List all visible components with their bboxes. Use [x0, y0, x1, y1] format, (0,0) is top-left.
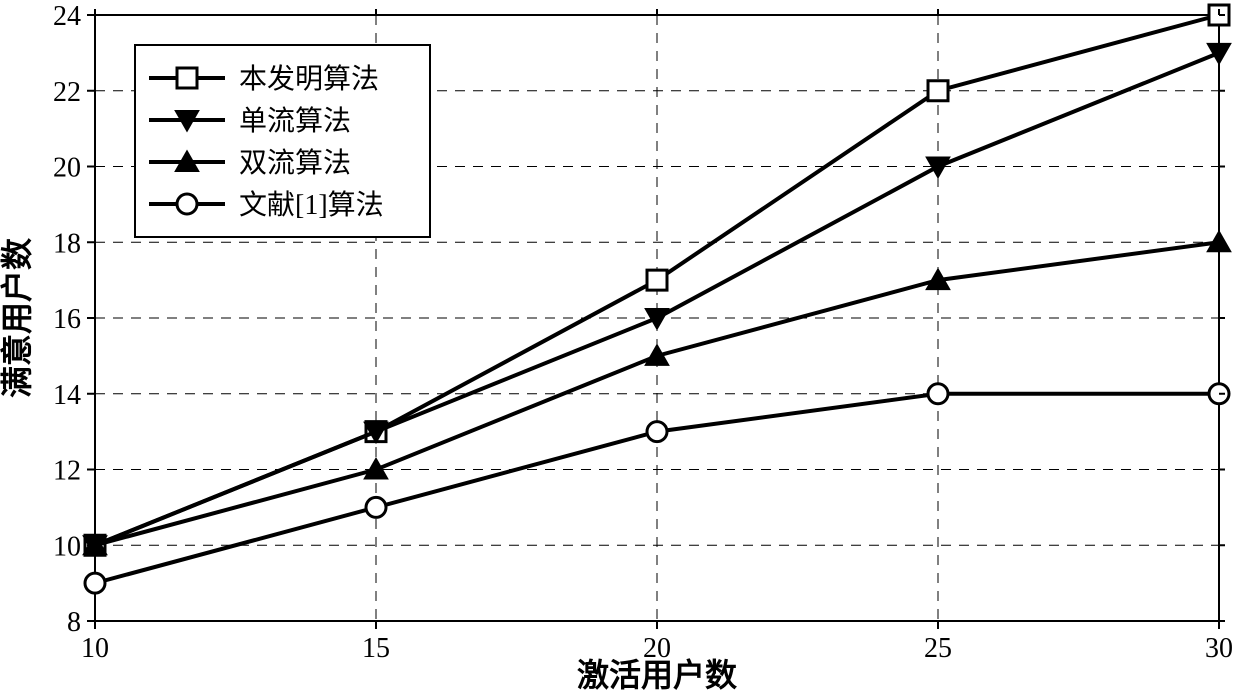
- x-tick-label: 25: [924, 633, 952, 664]
- y-tick-label: 10: [53, 531, 81, 562]
- y-tick-label: 22: [53, 77, 81, 108]
- y-tick-label: 16: [53, 304, 81, 335]
- x-axis-label: 激活用户数: [577, 657, 738, 693]
- legend-item-label: 双流算法: [239, 147, 351, 179]
- legend-item-label: 本发明算法: [239, 63, 379, 95]
- x-tick-label: 15: [362, 633, 390, 664]
- y-tick-label: 18: [53, 228, 81, 259]
- legend-item-label: 单流算法: [239, 105, 351, 137]
- x-tick-label: 10: [81, 633, 109, 664]
- y-tick-label: 20: [53, 153, 81, 184]
- y-tick-label: 14: [53, 380, 81, 411]
- y-tick-label: 24: [53, 1, 81, 32]
- line-chart: 101520253081012141618202224激活用户数满意用户数本发明…: [0, 0, 1239, 696]
- y-axis-label: 满意用户数: [0, 237, 35, 398]
- y-tick-label: 12: [53, 456, 81, 487]
- x-tick-label: 30: [1205, 633, 1233, 664]
- legend-item-label: 文献[1]算法: [239, 189, 384, 221]
- legend: 本发明算法单流算法双流算法文献[1]算法: [135, 45, 430, 237]
- y-tick-label: 8: [67, 607, 81, 638]
